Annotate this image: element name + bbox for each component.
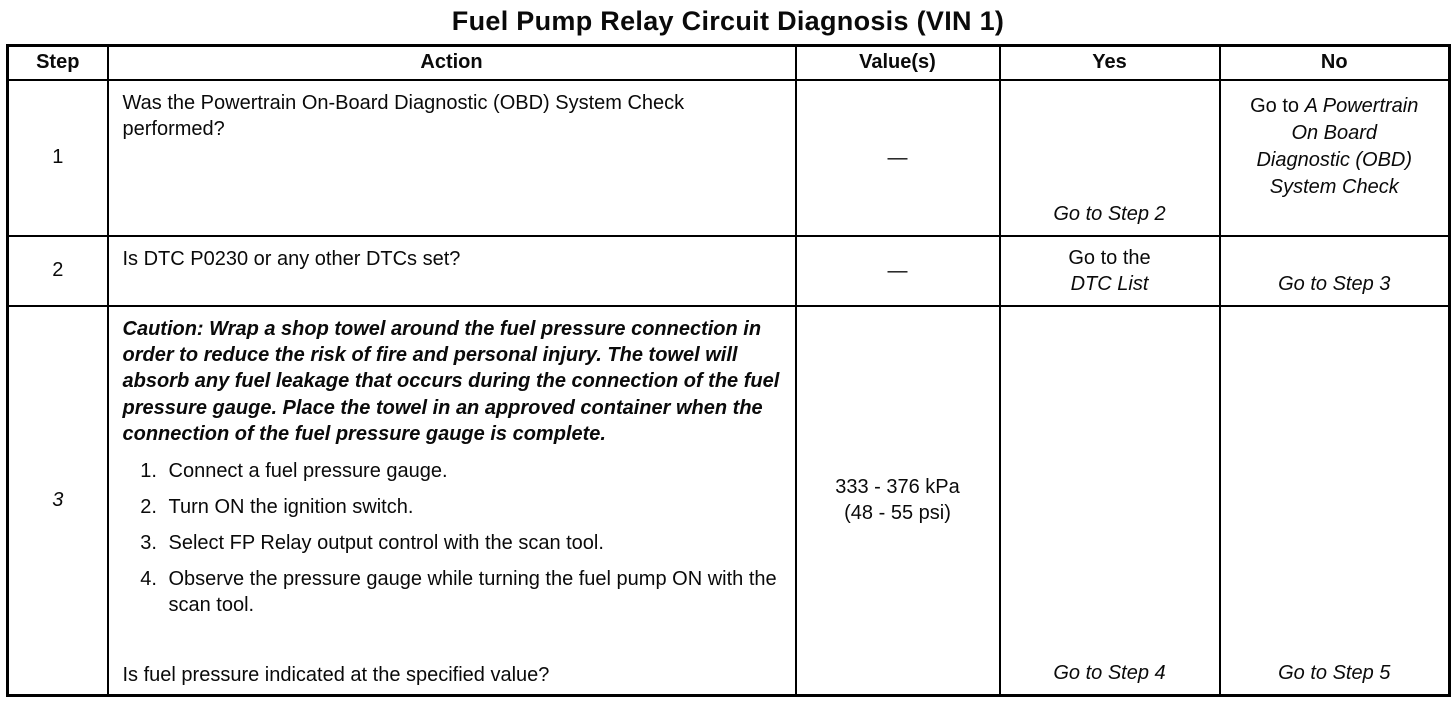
value-cell: — — [794, 78, 1001, 237]
yes-goto-prefix: Go to the — [1068, 246, 1151, 269]
no-cell: Go to A Powertrain On Board Diagnostic (… — [1218, 78, 1451, 237]
diagnosis-table: Step Action Value(s) Yes No 1 Was the Po… — [6, 44, 1451, 697]
action-substeps-list: Connect a fuel pressure gauge. Turn ON t… — [139, 458, 783, 628]
table-row-step-2: 2 Is DTC P0230 or any other DTCs set? — … — [6, 234, 1451, 307]
yes-goto-text: Go to Step 4 — [1053, 662, 1166, 684]
step-number: 2 — [6, 234, 109, 307]
substep-item: Observe the pressure gauge while turning… — [163, 566, 783, 618]
action-cell: Caution: Wrap a shop towel around the fu… — [106, 304, 797, 697]
no-goto-reference: A Powertrain On Board Diagnostic (OBD) S… — [1256, 94, 1419, 198]
header-row: Step Action Value(s) Yes No — [6, 44, 1451, 81]
action-cell: Is DTC P0230 or any other DTCs set? — [106, 234, 797, 307]
no-goto-prefix: Go to — [1250, 94, 1305, 117]
substep-item: Turn ON the ignition switch. — [163, 494, 783, 520]
step-number: 1 — [6, 78, 109, 237]
col-header-yes: Yes — [998, 44, 1221, 81]
yes-cell: Go to Step 4 — [998, 304, 1221, 697]
value-cell: 333 - 376 kPa (48 - 55 psi) — [794, 304, 1001, 697]
no-cell: Go to Step 3 — [1218, 234, 1451, 307]
action-cell: Was the Powertrain On-Board Diagnostic (… — [106, 78, 797, 237]
value-line-kpa: 333 - 376 kPa — [835, 476, 960, 499]
no-goto-text: Go to Step 5 — [1278, 662, 1391, 684]
value-line-psi: (48 - 55 psi) — [844, 502, 951, 525]
action-question: Is fuel pressure indicated at the specif… — [122, 663, 550, 686]
col-header-step: Step — [6, 44, 109, 81]
yes-cell: Go to Step 2 — [998, 78, 1221, 237]
page-title: Fuel Pump Relay Circuit Diagnosis (VIN 1… — [451, 6, 1005, 36]
no-cell: Go to Step 5 — [1218, 304, 1451, 697]
col-header-action: Action — [106, 44, 797, 81]
table-row-step-3: 3 Caution: Wrap a shop towel around the … — [6, 304, 1451, 697]
action-question: Was the Powertrain On-Board Diagnostic (… — [122, 91, 685, 140]
step-number: 3 — [6, 304, 109, 697]
col-header-values: Value(s) — [794, 44, 1001, 81]
caution-text: Caution: Wrap a shop towel around the fu… — [122, 317, 780, 446]
action-question: Is DTC P0230 or any other DTCs set? — [122, 247, 461, 270]
value-cell: — — [794, 234, 1001, 307]
substep-item: Connect a fuel pressure gauge. — [163, 458, 783, 484]
yes-cell: Go to the DTC List — [998, 234, 1221, 307]
yes-goto-text: Go to Step 2 — [1053, 202, 1166, 225]
yes-goto-reference: DTC List — [1070, 272, 1149, 295]
col-header-no: No — [1218, 44, 1451, 81]
no-goto-text: Go to Step 3 — [1278, 272, 1391, 295]
substep-item: Select FP Relay output control with the … — [163, 530, 783, 556]
table-row-step-1: 1 Was the Powertrain On-Board Diagnostic… — [6, 78, 1451, 237]
action-content: Caution: Wrap a shop towel around the fu… — [123, 316, 783, 688]
no-goto-text: Go to A Powertrain On Board Diagnostic (… — [1249, 93, 1419, 201]
